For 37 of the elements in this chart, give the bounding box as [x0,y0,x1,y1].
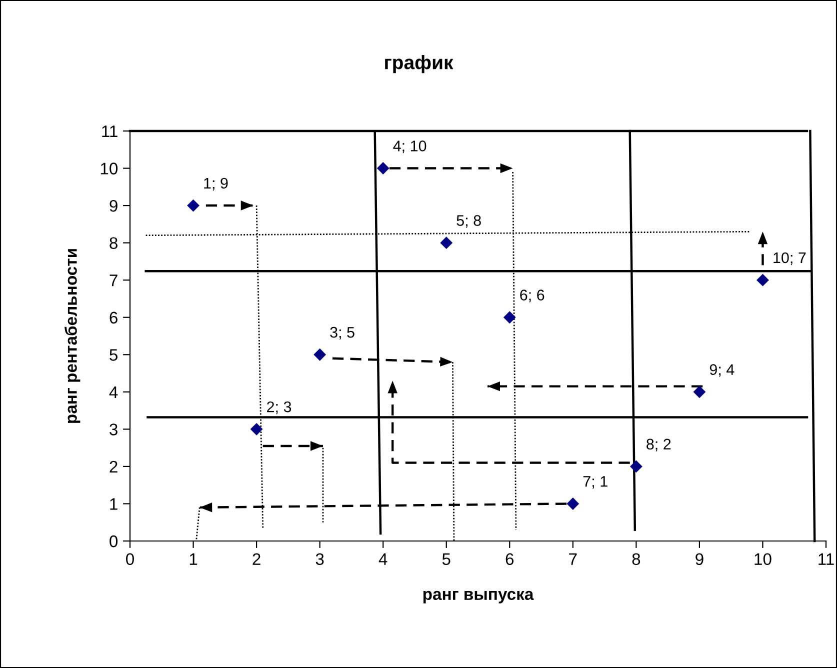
y-tick-label: 2 [110,460,118,472]
x-tick-label: 0 [126,553,134,566]
x-tick-label: 9 [696,553,704,566]
data-label: 2; 3 [267,401,292,414]
x-tick-label: 2 [252,553,260,565]
y-tick-label: 7 [110,274,118,286]
x-tick-label: 1 [190,553,198,565]
y-axis-title: ранг рентабельности [64,249,80,423]
y-tick-label: 1 [110,498,118,510]
y-tick-label: 9 [110,200,118,212]
x-tick-label: 11 [818,553,834,565]
x-axis-title: ранг выпуска [423,590,534,604]
x-tick-label: 3 [316,553,324,566]
x-tick-label: 6 [506,553,514,566]
chart-title: график [385,55,454,74]
data-label: 9; 4 [710,364,734,377]
data-label: 1; 9 [204,178,228,190]
x-tick-label: 8 [632,553,640,566]
y-tick-label: 8 [110,237,118,250]
data-label: 4; 10 [393,140,426,154]
data-label: 8; 2 [646,438,671,452]
x-tick-label: 10 [754,553,772,566]
y-tick-label: 11 [102,126,118,138]
data-label: 6; 6 [520,290,544,302]
y-tick-label: 4 [109,386,118,398]
x-tick-label: 5 [442,553,450,566]
x-tick-label: 7 [569,553,577,565]
y-tick-label: 0 [110,535,118,548]
data-label: 7; 1 [583,476,608,489]
data-label: 5; 8 [456,215,481,228]
data-label: 3; 5 [330,326,354,340]
y-tick-label: 6 [110,312,118,324]
y-tick-label: 3 [110,424,118,436]
y-tick-label: 5 [110,349,118,361]
y-tick-label: 10 [100,162,118,174]
data-label: 10; 7 [774,252,806,265]
x-tick-label: 4 [378,553,388,565]
